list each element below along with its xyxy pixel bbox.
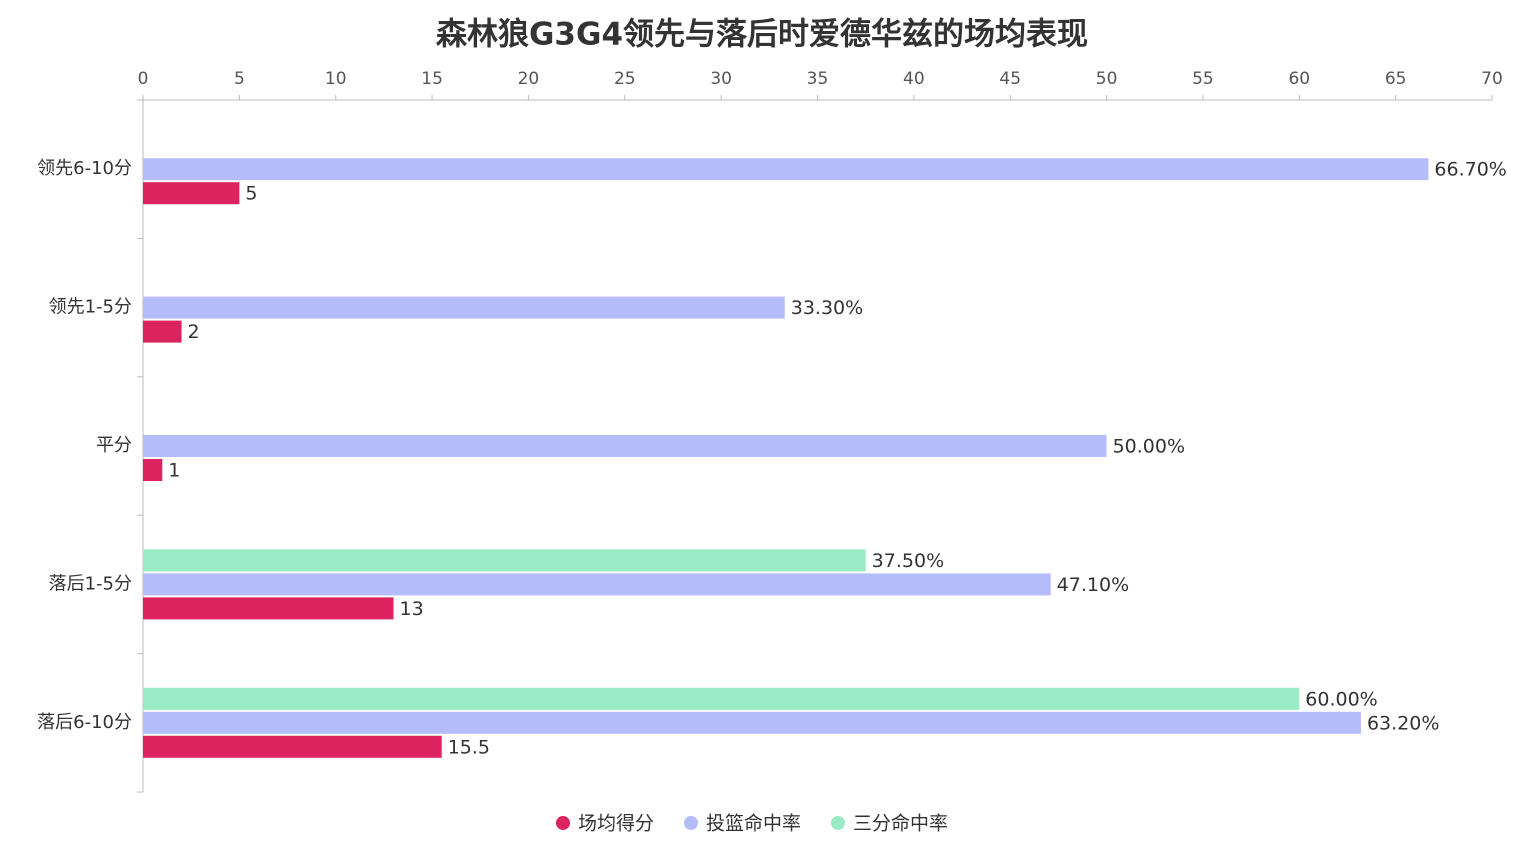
bar: [143, 320, 182, 343]
bar: [143, 597, 394, 620]
y-tick-label: 落后6-10分: [37, 712, 132, 733]
bar: [143, 158, 1429, 181]
x-tick-label: 20: [518, 69, 540, 89]
bar: [143, 573, 1051, 596]
bar: [143, 549, 866, 572]
x-tick-label: 60: [1288, 69, 1310, 89]
y-tick-label: 领先6-10分: [37, 158, 132, 179]
y-tick-label: 平分: [96, 435, 132, 456]
value-label: 2: [188, 321, 200, 343]
legend-label: 投篮命中率: [706, 813, 801, 835]
x-tick-label: 30: [710, 69, 732, 89]
y-tick-label: 落后1-5分: [49, 573, 132, 594]
value-label: 60.00%: [1305, 688, 1377, 710]
bar: [143, 735, 442, 758]
value-label: 66.70%: [1434, 159, 1506, 181]
value-label: 47.10%: [1057, 574, 1129, 596]
value-label: 1: [168, 460, 180, 482]
value-label: 5: [245, 183, 257, 205]
value-label: 63.20%: [1367, 712, 1439, 734]
x-tick-label: 5: [234, 69, 245, 89]
bar: [143, 435, 1107, 457]
bar: [143, 459, 163, 481]
x-tick-label: 45: [999, 69, 1021, 89]
x-tick-label: 15: [421, 69, 443, 89]
bar: [143, 296, 785, 319]
value-label: 33.30%: [791, 297, 863, 319]
legend-label: 场均得分: [578, 813, 654, 835]
legend-marker: [684, 816, 699, 830]
value-label: 37.50%: [872, 550, 944, 572]
legend-label: 三分命中率: [853, 813, 948, 835]
x-tick-label: 55: [1192, 69, 1214, 89]
bar: [143, 711, 1361, 734]
bar: [143, 687, 1300, 710]
y-tick-label: 领先1-5分: [49, 297, 132, 318]
x-tick-label: 35: [807, 69, 829, 89]
x-tick-label: 65: [1385, 69, 1407, 89]
chart-title: 森林狼G3G4领先与落后时爱德华兹的场均表现: [436, 17, 1088, 53]
x-tick-label: 50: [1096, 69, 1118, 89]
legend-marker: [556, 816, 570, 830]
value-label: 15.5: [448, 736, 490, 758]
legend-marker: [831, 816, 846, 830]
x-tick-label: 40: [903, 69, 925, 89]
x-tick-label: 25: [614, 69, 636, 89]
x-tick-label: 70: [1481, 69, 1503, 89]
bar: [143, 182, 240, 205]
x-tick-label: 0: [138, 69, 149, 89]
value-label: 13: [400, 598, 424, 620]
x-tick-label: 10: [325, 69, 347, 89]
value-label: 50.00%: [1113, 436, 1185, 458]
